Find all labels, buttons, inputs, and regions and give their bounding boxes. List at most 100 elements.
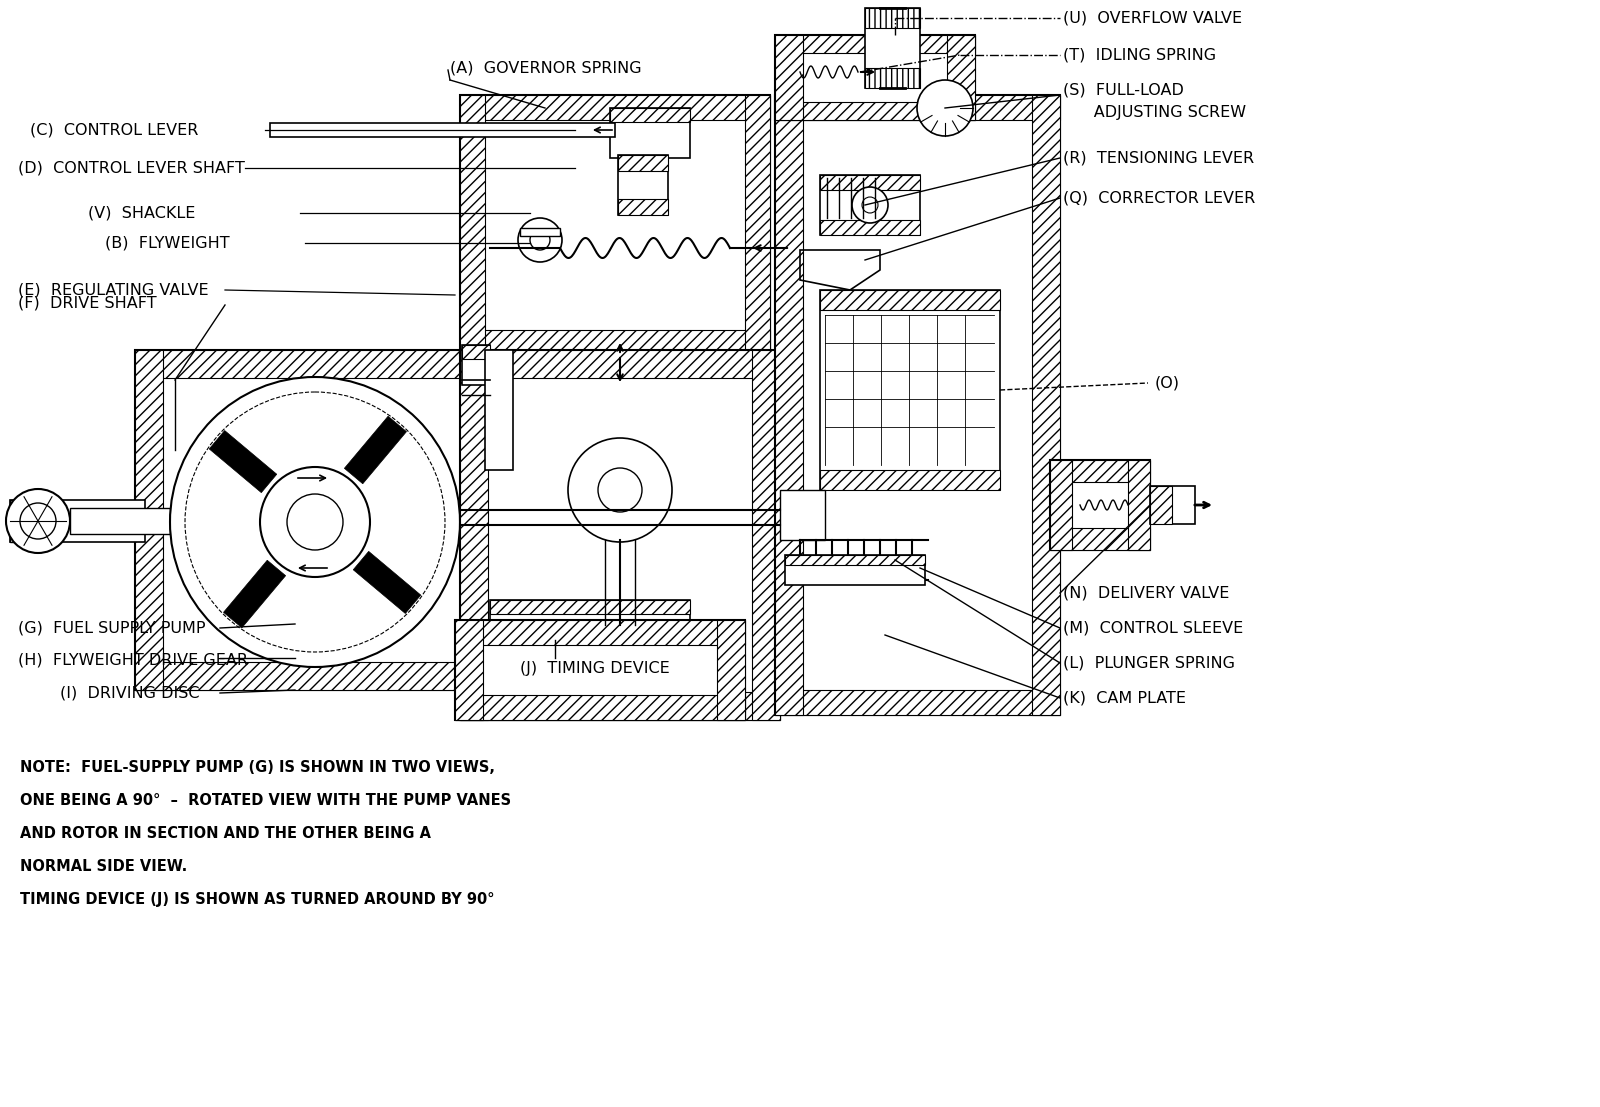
Text: (T)  IDLING SPRING: (T) IDLING SPRING [1062, 48, 1216, 62]
Bar [774, 35, 803, 120]
Bar [134, 350, 163, 690]
Bar [819, 175, 920, 235]
Bar [461, 350, 781, 720]
Bar [819, 220, 920, 235]
Text: (J)  TIMING DEVICE: (J) TIMING DEVICE [520, 661, 670, 675]
Bar [485, 350, 514, 470]
Bar [454, 620, 746, 720]
Bar [70, 508, 170, 534]
Text: (O): (O) [1155, 375, 1181, 391]
Bar [746, 95, 770, 355]
Text: AND ROTOR IN SECTION AND THE OTHER BEING A: AND ROTOR IN SECTION AND THE OTHER BEING… [19, 826, 430, 841]
Text: NOTE:  FUEL-SUPPLY PUMP (G) IS SHOWN IN TWO VIEWS,: NOTE: FUEL-SUPPLY PUMP (G) IS SHOWN IN T… [19, 761, 494, 775]
Text: NORMAL SIDE VIEW.: NORMAL SIDE VIEW. [19, 859, 187, 875]
Text: (I)  DRIVING DISC: (I) DRIVING DISC [61, 685, 200, 701]
Bar [866, 8, 920, 28]
Circle shape [518, 218, 562, 262]
Bar [774, 35, 974, 120]
Bar [610, 108, 690, 158]
Polygon shape [224, 560, 286, 628]
Bar [490, 600, 690, 614]
Bar [1050, 528, 1150, 550]
Text: (S)  FULL-LOAD: (S) FULL-LOAD [1062, 83, 1184, 97]
Bar [866, 8, 920, 87]
Bar [10, 500, 51, 542]
Circle shape [862, 197, 878, 213]
Bar [134, 350, 494, 377]
Bar [786, 555, 925, 584]
Bar [752, 350, 781, 720]
Circle shape [568, 438, 672, 542]
Bar [618, 155, 669, 215]
Text: TIMING DEVICE (J) IS SHOWN AS TURNED AROUND BY 90°: TIMING DEVICE (J) IS SHOWN AS TURNED ARO… [19, 892, 494, 907]
Bar [618, 155, 669, 170]
Bar [819, 290, 1000, 490]
Bar [774, 95, 1059, 120]
Bar [1128, 461, 1150, 550]
Text: (E)  REGULATING VALVE: (E) REGULATING VALVE [18, 282, 208, 298]
Bar [461, 692, 781, 720]
Bar [866, 68, 920, 87]
Text: (N)  DELIVERY VALVE: (N) DELIVERY VALVE [1062, 586, 1229, 600]
Bar [717, 620, 746, 720]
Bar [1150, 486, 1195, 524]
Circle shape [917, 80, 973, 136]
Bar [819, 470, 1000, 490]
Bar [454, 620, 746, 645]
Bar [774, 95, 803, 715]
Bar [781, 490, 826, 540]
Bar [1050, 461, 1072, 550]
Bar [461, 95, 770, 355]
Polygon shape [210, 431, 277, 493]
Text: (V)  SHACKLE: (V) SHACKLE [88, 206, 195, 220]
Bar [618, 199, 669, 215]
Bar [134, 662, 494, 690]
Polygon shape [354, 551, 421, 613]
Text: (H)  FLYWEIGHT DRIVE GEAR: (H) FLYWEIGHT DRIVE GEAR [18, 652, 248, 668]
Bar [454, 695, 746, 720]
Bar [461, 330, 770, 355]
Bar [454, 620, 483, 720]
Circle shape [598, 468, 642, 513]
Circle shape [286, 494, 342, 550]
Bar [774, 95, 1059, 715]
Bar [462, 345, 490, 359]
Circle shape [170, 377, 461, 668]
Bar [461, 350, 781, 377]
Bar [490, 600, 690, 655]
Bar [1032, 95, 1059, 715]
Circle shape [259, 467, 370, 577]
Text: ADJUSTING SCREW: ADJUSTING SCREW [1062, 105, 1246, 121]
Bar [610, 108, 690, 122]
Text: (C)  CONTROL LEVER: (C) CONTROL LEVER [30, 123, 198, 137]
Bar [467, 350, 494, 690]
Bar [774, 690, 1059, 715]
Text: (F)  DRIVE SHAFT: (F) DRIVE SHAFT [18, 296, 157, 310]
Bar [1050, 461, 1150, 482]
Bar [819, 290, 1000, 310]
Text: (B)  FLYWEIGHT: (B) FLYWEIGHT [106, 236, 230, 250]
Circle shape [19, 503, 56, 539]
Bar [819, 175, 920, 190]
Bar [461, 95, 770, 120]
Bar [461, 350, 488, 720]
Bar [10, 500, 146, 542]
Bar [1050, 461, 1150, 550]
Bar [1150, 486, 1171, 524]
Text: (G)  FUEL SUPPLY PUMP: (G) FUEL SUPPLY PUMP [18, 621, 205, 635]
Circle shape [851, 187, 888, 223]
Bar [786, 555, 925, 565]
Bar [462, 345, 490, 385]
Bar [774, 35, 974, 53]
Text: ONE BEING A 90°  –  ROTATED VIEW WITH THE PUMP VANES: ONE BEING A 90° – ROTATED VIEW WITH THE … [19, 793, 510, 808]
Text: (Q)  CORRECTOR LEVER: (Q) CORRECTOR LEVER [1062, 190, 1256, 206]
Bar [774, 102, 974, 120]
Circle shape [6, 489, 70, 554]
Text: (L)  PLUNGER SPRING: (L) PLUNGER SPRING [1062, 655, 1235, 671]
Polygon shape [344, 416, 406, 484]
Text: (A)  GOVERNOR SPRING: (A) GOVERNOR SPRING [450, 61, 642, 75]
Bar [134, 350, 494, 690]
Circle shape [186, 392, 445, 652]
Bar [947, 35, 974, 120]
Bar [461, 95, 485, 355]
